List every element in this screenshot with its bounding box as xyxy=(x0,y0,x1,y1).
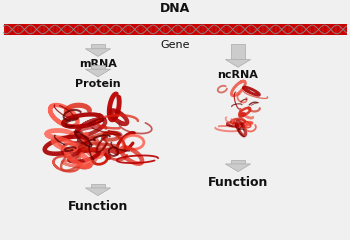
Bar xyxy=(231,160,245,164)
Bar xyxy=(91,65,105,69)
Bar xyxy=(231,44,245,60)
Bar xyxy=(91,44,105,49)
Text: Gene: Gene xyxy=(160,40,190,50)
Bar xyxy=(4,24,346,30)
Text: Function: Function xyxy=(68,200,128,213)
Text: Function: Function xyxy=(208,176,268,189)
Polygon shape xyxy=(225,164,251,172)
Text: DNA: DNA xyxy=(160,2,190,15)
Text: mRNA: mRNA xyxy=(79,59,117,69)
Text: ncRNA: ncRNA xyxy=(218,70,258,80)
Bar xyxy=(4,29,346,35)
Text: Protein: Protein xyxy=(75,79,121,89)
Polygon shape xyxy=(225,60,251,67)
Polygon shape xyxy=(85,49,111,56)
Bar xyxy=(91,184,105,188)
Polygon shape xyxy=(85,188,111,196)
Polygon shape xyxy=(85,69,111,77)
